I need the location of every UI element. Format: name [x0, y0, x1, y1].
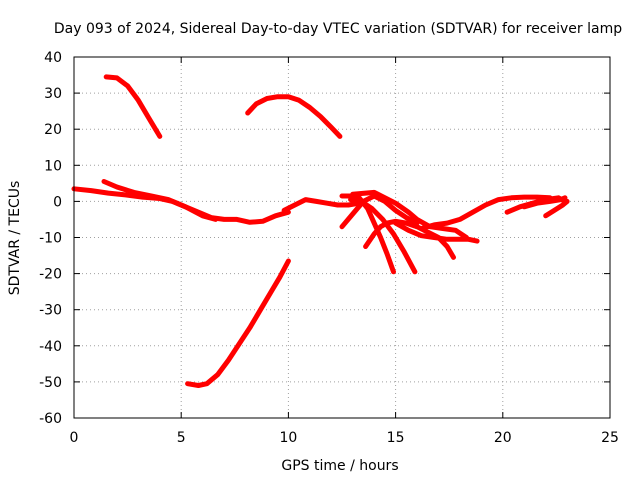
x-tick-label: 10 — [279, 430, 297, 446]
series-arc-b — [245, 94, 343, 139]
x-tick-label: 5 — [177, 430, 186, 446]
series-arc-o — [521, 195, 568, 210]
y-tick-label: -50 — [39, 375, 62, 391]
y-tick-label: 40 — [44, 50, 62, 66]
y-tick-label: -20 — [39, 267, 62, 283]
plot-frame — [73, 56, 611, 419]
y-tick-label: -10 — [39, 231, 62, 247]
y-axis-label: SDTVAR / TECUs — [7, 181, 23, 296]
x-axis-label: GPS time / hours — [281, 458, 398, 474]
y-tick-label: 10 — [44, 158, 62, 174]
x-tick-label: 15 — [387, 430, 405, 446]
series-arc-p — [543, 198, 570, 219]
data-series — [71, 74, 570, 388]
y-tick-label: -30 — [39, 303, 62, 319]
series-arc-a — [103, 74, 163, 139]
series-arc-e — [101, 179, 218, 222]
y-tick-label: -40 — [39, 339, 62, 355]
series-arc-k — [350, 189, 469, 240]
series-arc-f — [281, 197, 362, 213]
x-tick-label: 0 — [70, 430, 79, 446]
series-arc-m — [418, 194, 553, 231]
series-arc-c — [185, 258, 291, 388]
y-tick-label: 20 — [44, 122, 62, 138]
y-tick-label: 30 — [44, 86, 62, 102]
y-tick-label: -60 — [39, 411, 62, 427]
grid — [73, 56, 611, 419]
axes: 0 5 10 15 20 25 40 30 20 10 0 -10 -20 -30 -40 -50 -60 — [39, 50, 619, 446]
chart-title: Day 093 of 2024, Sidereal Day-to-day VTE… — [54, 21, 622, 37]
series-arc-l — [393, 220, 480, 244]
series-arc-i — [339, 193, 420, 230]
x-tick-label: 20 — [494, 430, 512, 446]
x-tick-label: 25 — [601, 430, 619, 446]
y-tick-label: 0 — [53, 194, 62, 210]
